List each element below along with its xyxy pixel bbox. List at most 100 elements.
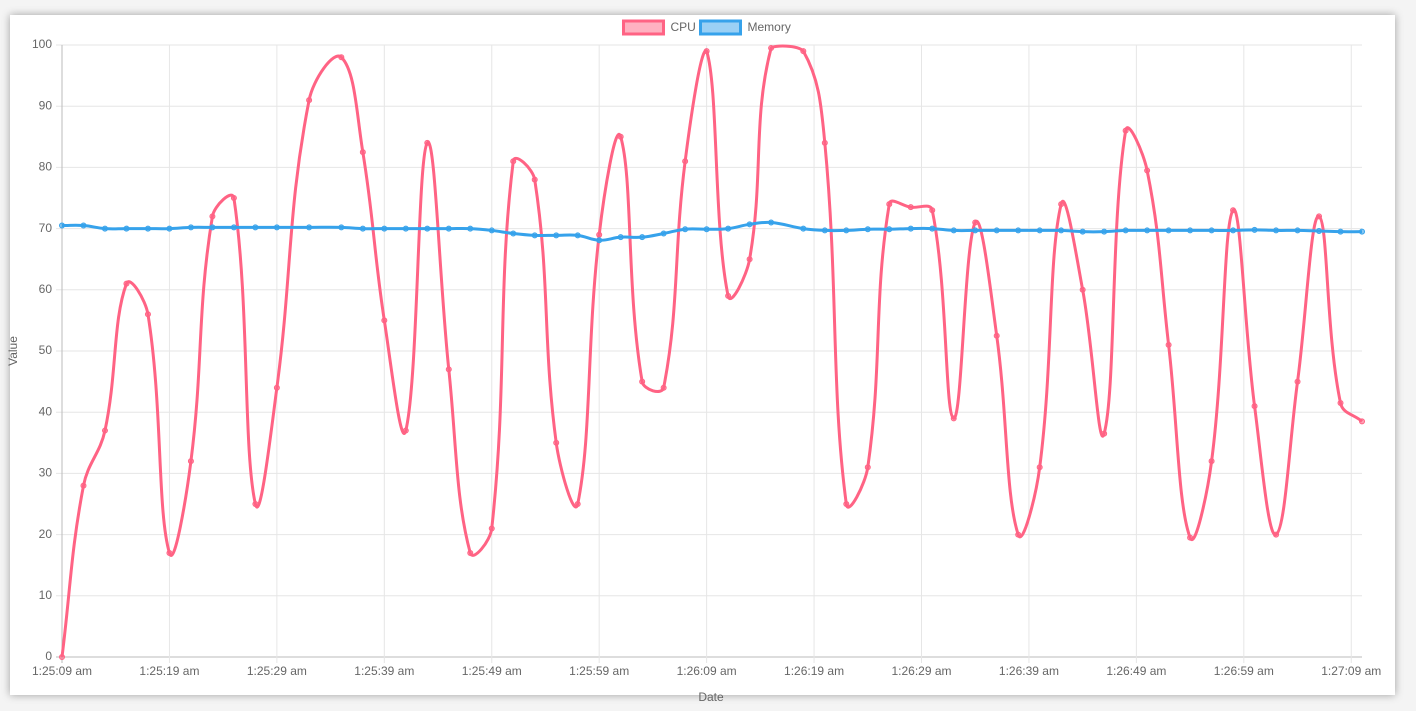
x-tick-label: 1:25:49 am bbox=[462, 664, 522, 678]
y-tick-label: 40 bbox=[39, 404, 53, 418]
data-point bbox=[445, 225, 452, 232]
data-point bbox=[488, 227, 495, 234]
data-point bbox=[252, 224, 259, 231]
data-point bbox=[1337, 400, 1344, 407]
y-axis-title: Value bbox=[6, 336, 20, 366]
data-point bbox=[746, 256, 753, 263]
data-point bbox=[864, 464, 871, 471]
x-tick-label: 1:26:19 am bbox=[784, 664, 844, 678]
data-point bbox=[1251, 226, 1258, 233]
data-point bbox=[639, 234, 646, 241]
x-tick-label: 1:26:49 am bbox=[1106, 664, 1166, 678]
data-point bbox=[101, 225, 108, 232]
data-point bbox=[1144, 167, 1151, 174]
data-point bbox=[553, 232, 560, 239]
data-point bbox=[1316, 228, 1323, 235]
y-tick-label: 60 bbox=[39, 282, 53, 296]
data-point bbox=[209, 213, 216, 220]
data-point bbox=[252, 501, 259, 507]
data-point bbox=[531, 176, 538, 183]
x-tick-label: 1:25:29 am bbox=[247, 664, 307, 678]
x-tick-label: 1:26:29 am bbox=[891, 664, 951, 678]
data-point bbox=[488, 525, 495, 532]
data-point bbox=[746, 221, 753, 228]
data-point bbox=[725, 225, 732, 232]
data-point bbox=[1273, 227, 1280, 234]
y-tick-label: 20 bbox=[39, 527, 53, 541]
data-point bbox=[187, 458, 194, 465]
data-point bbox=[123, 225, 130, 232]
data-point bbox=[800, 225, 807, 232]
data-point bbox=[950, 415, 957, 422]
data-point bbox=[306, 97, 313, 104]
data-point bbox=[703, 226, 710, 233]
data-point bbox=[1294, 378, 1301, 385]
data-point bbox=[1015, 531, 1022, 538]
data-point bbox=[510, 158, 517, 165]
data-point bbox=[1036, 227, 1043, 234]
x-tick-label: 1:26:39 am bbox=[999, 664, 1059, 678]
y-tick-label: 100 bbox=[32, 37, 52, 51]
data-point bbox=[1359, 228, 1365, 235]
x-tick-label: 1:27:09 am bbox=[1321, 664, 1381, 678]
data-point bbox=[1230, 227, 1237, 234]
y-tick-label: 10 bbox=[39, 588, 53, 602]
chart-card bbox=[10, 15, 1395, 695]
data-point bbox=[1208, 227, 1215, 234]
data-point bbox=[660, 230, 667, 237]
data-point bbox=[1273, 531, 1280, 538]
data-point bbox=[703, 48, 710, 55]
data-point bbox=[1079, 228, 1086, 235]
data-point bbox=[993, 227, 1000, 234]
legend-swatch bbox=[622, 19, 665, 36]
data-point bbox=[617, 133, 624, 140]
data-point bbox=[1187, 534, 1194, 541]
data-point bbox=[187, 224, 194, 231]
data-point bbox=[574, 501, 581, 507]
data-point bbox=[886, 226, 893, 233]
data-point bbox=[725, 292, 732, 299]
data-point bbox=[843, 227, 850, 234]
data-point bbox=[886, 201, 893, 208]
data-point bbox=[596, 237, 603, 244]
data-point bbox=[467, 225, 474, 232]
data-point bbox=[101, 427, 108, 434]
y-tick-label: 80 bbox=[39, 160, 53, 174]
data-point bbox=[1079, 286, 1086, 293]
data-point bbox=[273, 384, 280, 391]
data-point bbox=[929, 225, 936, 232]
data-point bbox=[144, 225, 151, 232]
x-tick-label: 1:25:09 am bbox=[32, 664, 92, 678]
data-point bbox=[843, 501, 850, 507]
data-point bbox=[338, 224, 345, 231]
data-point bbox=[381, 225, 388, 232]
data-point bbox=[821, 139, 828, 146]
data-point bbox=[402, 225, 409, 232]
data-point bbox=[1359, 418, 1365, 425]
data-point bbox=[273, 224, 280, 231]
data-point bbox=[467, 549, 474, 556]
data-point bbox=[123, 280, 130, 287]
data-point bbox=[950, 227, 957, 234]
x-tick-label: 1:25:39 am bbox=[354, 664, 414, 678]
y-tick-label: 70 bbox=[39, 221, 53, 235]
data-point bbox=[768, 219, 775, 226]
data-point bbox=[682, 158, 689, 165]
data-point bbox=[359, 149, 366, 156]
data-point bbox=[929, 207, 936, 214]
data-point bbox=[639, 378, 646, 385]
data-point bbox=[596, 231, 603, 238]
data-point bbox=[1122, 227, 1129, 234]
data-point bbox=[907, 225, 914, 232]
data-point bbox=[1337, 228, 1344, 235]
data-point bbox=[907, 204, 914, 211]
data-point bbox=[1036, 464, 1043, 471]
data-point bbox=[1316, 213, 1323, 220]
legend-label: CPU bbox=[671, 20, 696, 34]
data-point bbox=[800, 48, 807, 55]
data-point bbox=[424, 139, 431, 146]
data-point bbox=[617, 234, 624, 241]
data-point bbox=[1015, 227, 1022, 234]
data-point bbox=[166, 225, 173, 232]
